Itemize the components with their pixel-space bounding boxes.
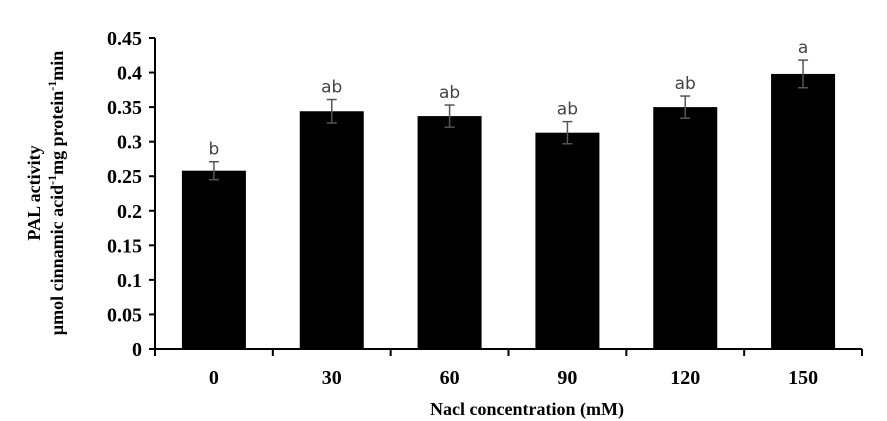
x-axis-ticks: 0 30 60 90 120 150 bbox=[154, 349, 863, 389]
significance-label: ab bbox=[321, 78, 342, 98]
y-axis-title-line2: µmol cinnamic acid-1mg protein-1min bbox=[45, 51, 67, 336]
x-tick-label: 150 bbox=[788, 367, 818, 389]
bar bbox=[299, 111, 364, 349]
x-tick-label: 90 bbox=[557, 367, 577, 389]
significance-label: ab bbox=[557, 100, 578, 120]
significance-label: ab bbox=[439, 83, 460, 103]
error-bars bbox=[208, 59, 809, 181]
y-axis-title-unit-part2: mg protein bbox=[47, 91, 67, 175]
bar bbox=[535, 132, 600, 349]
x-tick-label: 60 bbox=[440, 367, 460, 389]
significance-label: b bbox=[209, 140, 220, 160]
y-tick-label: 0.3 bbox=[117, 132, 142, 154]
y-tick-label: 0.45 bbox=[107, 28, 142, 50]
y-axis-title-superscript1: -1 bbox=[45, 175, 59, 185]
significance-labels: b ab ab ab ab a bbox=[209, 38, 809, 160]
y-axis-title: PAL activity µmol cinnamic acid-1mg prot… bbox=[24, 51, 67, 336]
bars bbox=[181, 73, 836, 350]
y-axis-title-line1: PAL activity bbox=[24, 145, 44, 240]
bar bbox=[771, 73, 836, 349]
significance-label: ab bbox=[675, 74, 696, 94]
y-tick-label: 0.35 bbox=[107, 97, 142, 119]
x-axis-title: Nacl concentration (mM) bbox=[430, 399, 624, 420]
x-tick-label: 30 bbox=[322, 367, 342, 389]
y-tick-label: 0.4 bbox=[117, 63, 142, 85]
y-tick-label: 0 bbox=[132, 339, 142, 361]
bar bbox=[181, 170, 246, 349]
y-tick-label: 0.05 bbox=[107, 304, 142, 326]
x-tick-label: 0 bbox=[209, 367, 219, 389]
bar bbox=[653, 107, 718, 349]
y-axis-ticks: 0 0.05 0.1 0.15 0.2 0.25 0.3 0.35 0.4 0.45 bbox=[107, 28, 155, 361]
significance-label: a bbox=[798, 38, 808, 58]
y-axis-title-unit-part3: min bbox=[47, 51, 67, 81]
y-axis-title-superscript2: -1 bbox=[45, 81, 59, 91]
y-tick-label: 0.2 bbox=[117, 201, 142, 223]
bar bbox=[417, 116, 482, 350]
y-tick-label: 0.25 bbox=[107, 166, 142, 188]
y-tick-label: 0.15 bbox=[107, 235, 142, 257]
y-tick-label: 0.1 bbox=[117, 270, 142, 292]
y-axis-title-unit-part1: µmol cinnamic acid bbox=[47, 185, 67, 335]
x-tick-label: 120 bbox=[670, 367, 700, 389]
